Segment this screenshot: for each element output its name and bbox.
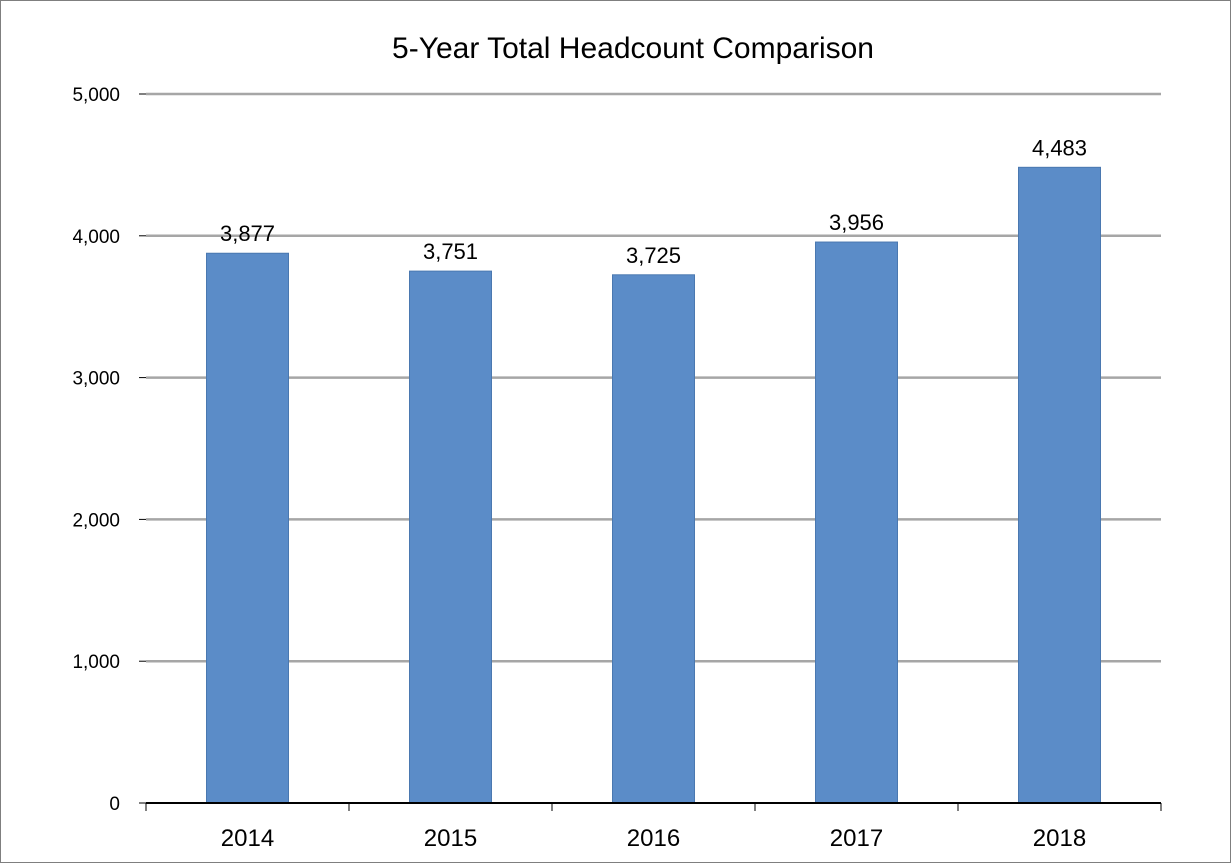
- y-tick-label: 2,000: [72, 510, 120, 531]
- x-tick-label: 2015: [424, 825, 477, 852]
- bars: [206, 166, 1101, 804]
- data-label: 3,725: [626, 243, 681, 268]
- bar: [612, 274, 695, 804]
- bar: [409, 270, 492, 804]
- y-tick-label: 5,000: [72, 85, 120, 106]
- chart-title: 5-Year Total Headcount Comparison: [392, 32, 874, 65]
- data-label: 4,483: [1032, 135, 1087, 160]
- x-tick-label: 2017: [830, 825, 883, 852]
- labels: 0 1,000 2,000 3,000 4,000 5,000 3,877 2014 3,751…: [72, 85, 1087, 852]
- data-label: 3,751: [423, 239, 478, 264]
- bar: [206, 252, 289, 804]
- bar: [1018, 166, 1101, 804]
- axes: [139, 93, 1162, 811]
- y-tick-label: 0: [109, 794, 120, 815]
- y-tick-label: 4,000: [72, 227, 120, 248]
- x-tick-label: 2016: [627, 825, 680, 852]
- x-tick-label: 2018: [1033, 825, 1086, 852]
- data-label: 3,877: [220, 221, 275, 246]
- y-tick-label: 3,000: [72, 369, 120, 390]
- bar: [815, 241, 898, 804]
- x-tick-label: 2014: [221, 825, 274, 852]
- y-tick-label: 1,000: [72, 652, 120, 673]
- data-label: 3,956: [829, 210, 884, 235]
